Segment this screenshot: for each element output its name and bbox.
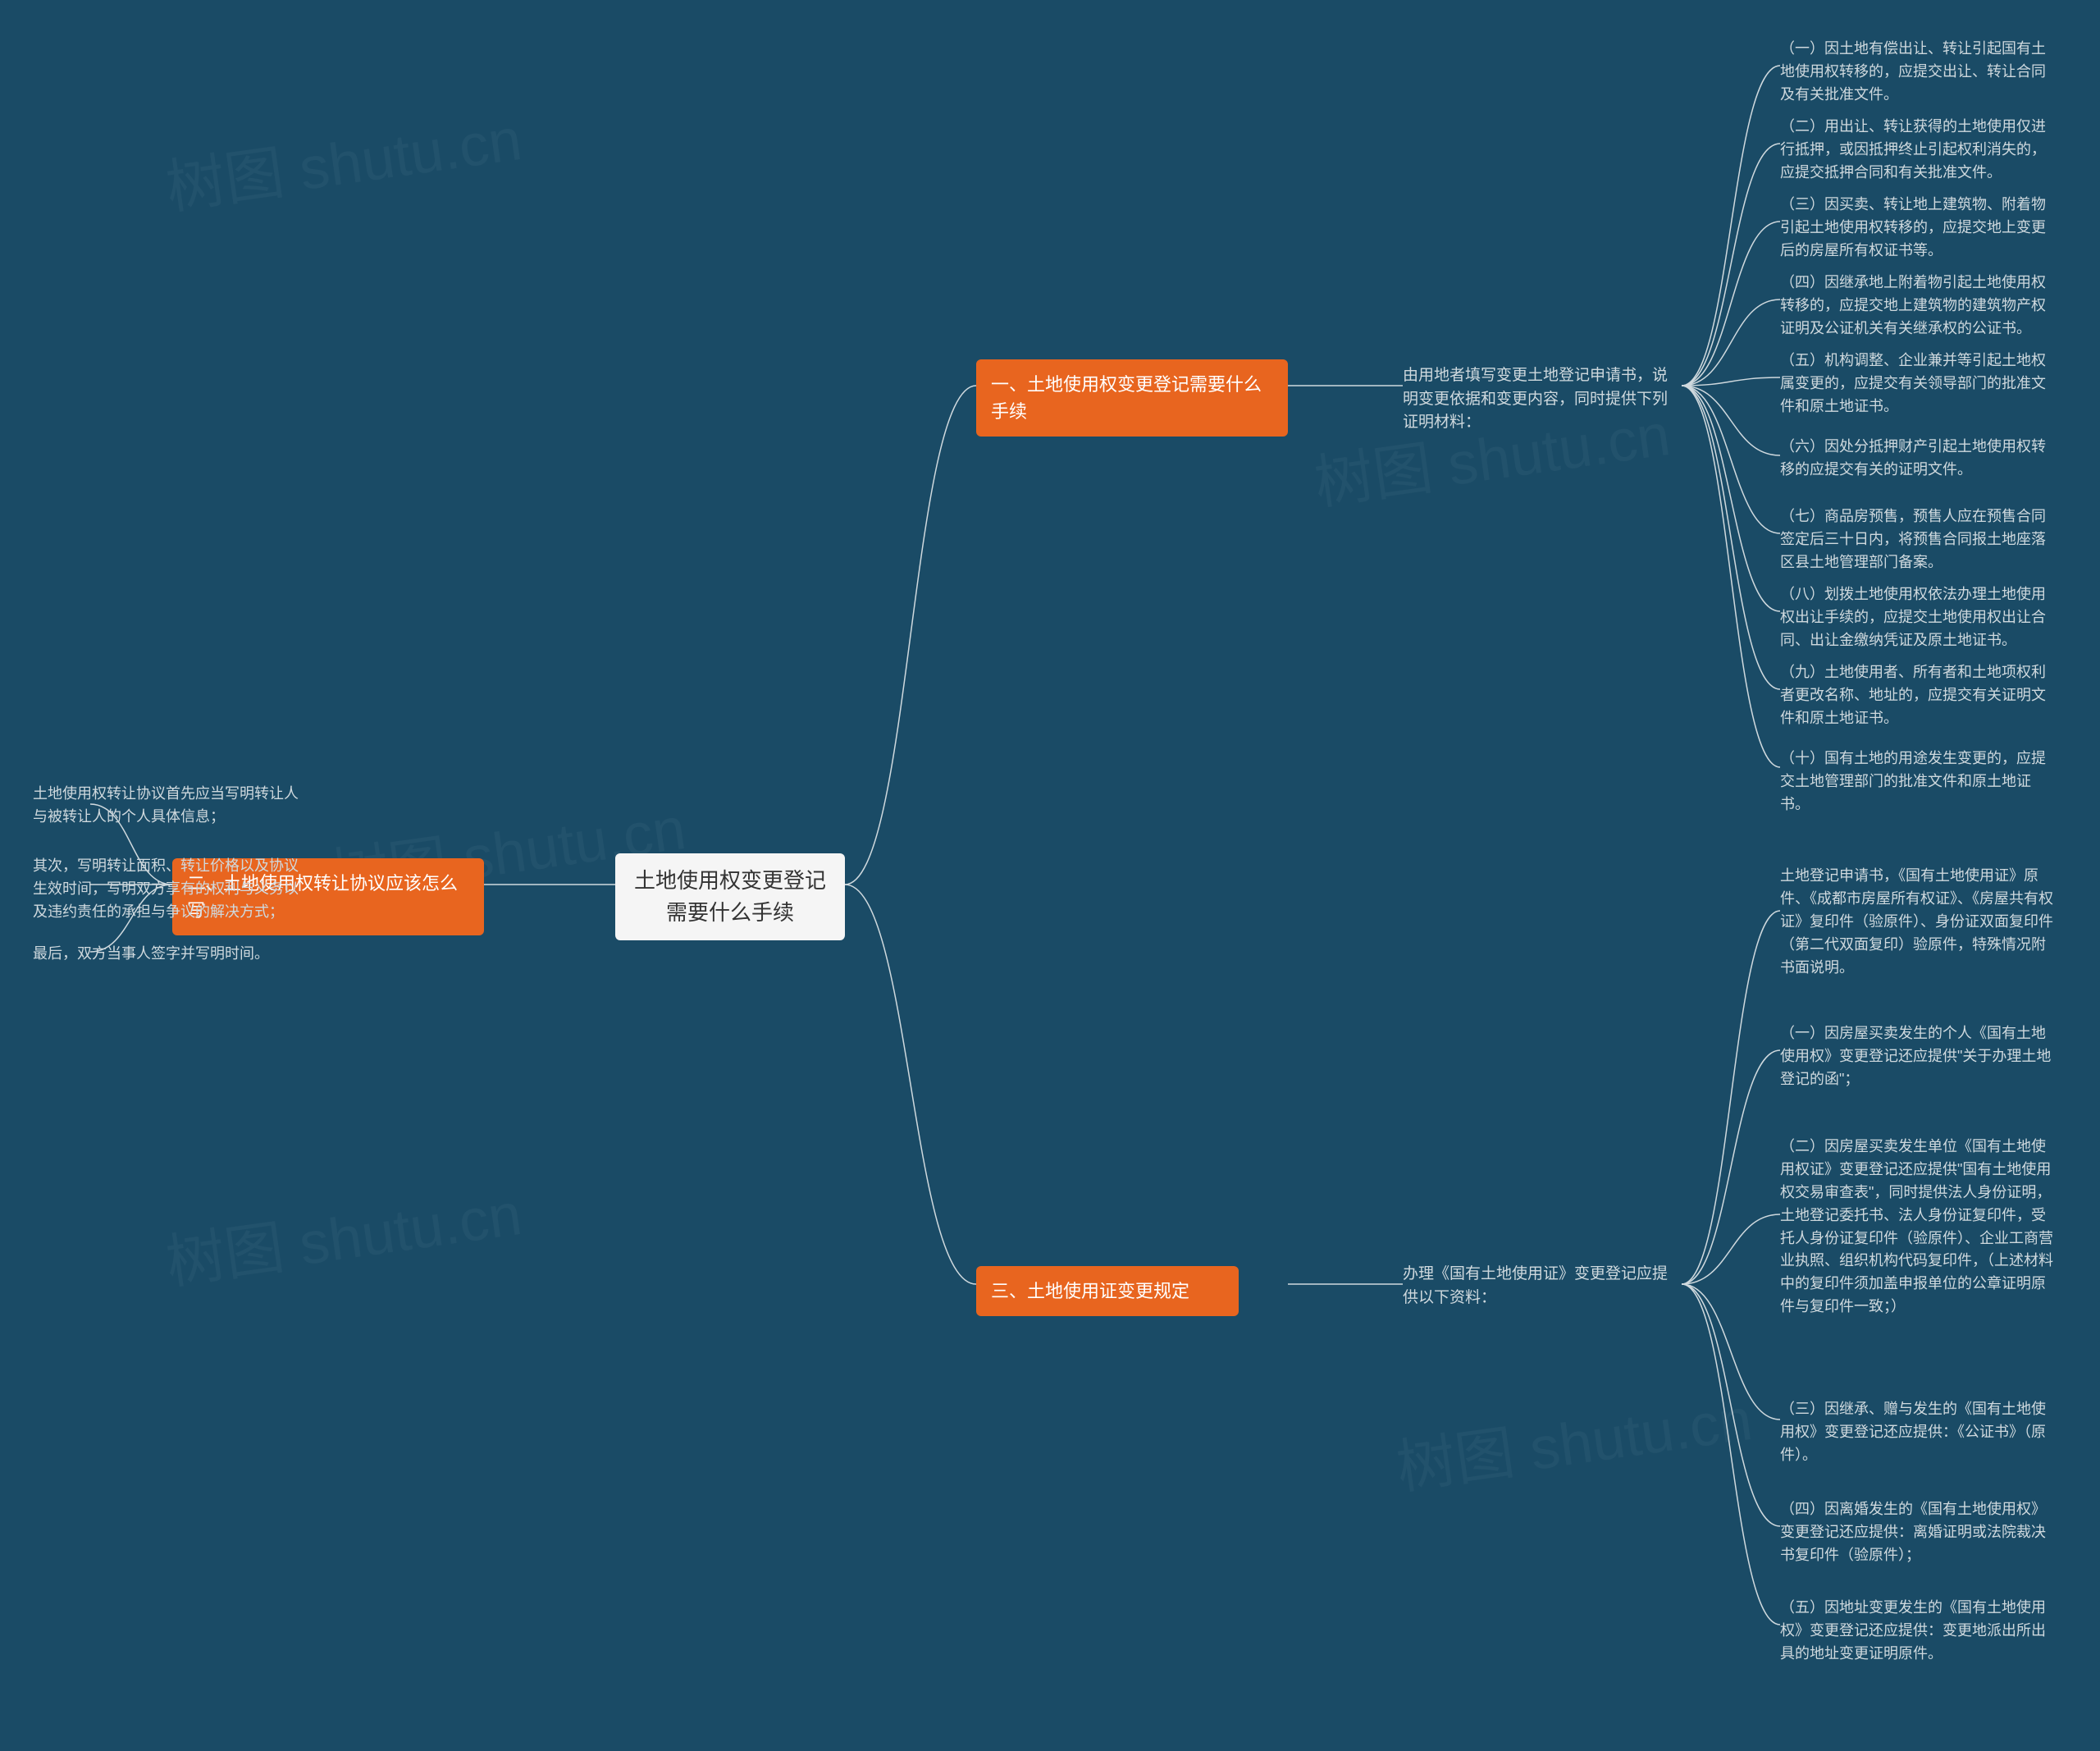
branch-3-item: （二）因房屋买卖发生单位《国有土地使用权证》变更登记还应提供"国有土地使用权交易… [1780, 1132, 2059, 1322]
branch-2-item: 其次，写明转让面积、转让价格以及协议生效时间，写明双方享有的权利与义务以及违约责… [33, 852, 304, 927]
branch-1-item: （六）因处分抵押财产引起土地使用权转移的应提交有关的证明文件。 [1780, 432, 2059, 485]
branch-3-item: （五）因地址变更发生的《国有土地使用权》变更登记还应提供：变更地派出所出具的地址… [1780, 1593, 2059, 1669]
branch-3-sub: 办理《国有土地使用证》变更登记应提供以下资料： [1403, 1258, 1682, 1314]
branch-1-sub: 由用地者填写变更土地登记申请书，说明变更依据和变更内容，同时提供下列证明材料： [1403, 359, 1682, 440]
watermark: 树图 shutu.cn [160, 90, 527, 226]
branch-1-item: （十）国有土地的用途发生变更的，应提交土地管理部门的批准文件和原土地证书。 [1780, 744, 2059, 820]
branch-3-item: （一）因房屋买卖发生的个人《国有土地使用权》变更登记还应提供"关于办理土地登记的… [1780, 1019, 2059, 1095]
branch-2-item: 最后，双方当事人签字并写明时间。 [33, 940, 304, 969]
branch-1-item: （二）用出让、转让获得的土地使用仅进行抵押，或因抵押终止引起权利消失的，应提交抵… [1780, 112, 2059, 188]
branch-3: 三、土地使用证变更规定 [976, 1266, 1239, 1316]
branch-3-item: 土地登记申请书，《国有土地使用证》原件、《成都市房屋所有权证》、《房屋共有权证》… [1780, 862, 2059, 982]
branch-1-item: （四）因继承地上附着物引起土地使用权转移的，应提交地上建筑物的建筑物产权证明及公… [1780, 268, 2059, 344]
branch-1-item: （七）商品房预售，预售人应在预售合同签定后三十日内，将预售合同报土地座落区县土地… [1780, 502, 2059, 578]
branch-1: 一、土地使用权变更登记需要什么手续 [976, 359, 1288, 437]
branch-2-item: 土地使用权转让协议首先应当写明转让人与被转让人的个人具体信息； [33, 779, 304, 832]
branch-1-item: （五）机构调整、企业兼并等引起土地权属变更的，应提交有关领导部门的批准文件和原土… [1780, 346, 2059, 422]
branch-3-item: （四）因离婚发生的《国有土地使用权》变更登记还应提供：离婚证明或法院裁决书复印件… [1780, 1495, 2059, 1570]
branch-3-item: （三）因继承、赠与发生的《国有土地使用权》变更登记还应提供：《公证书》（原件）。 [1780, 1395, 2059, 1470]
watermark: 树图 shutu.cn [1390, 1370, 1757, 1506]
branch-1-item: （九）土地使用者、所有者和土地项权利者更改名称、地址的，应提交有关证明文件和原土… [1780, 658, 2059, 734]
watermark: 树图 shutu.cn [160, 1165, 527, 1301]
branch-1-item: （八）划拨土地使用权依法办理土地使用权出让手续的，应提交土地使用权出让合同、出让… [1780, 580, 2059, 656]
branch-1-item: （一）因土地有偿出让、转让引起国有土地使用权转移的，应提交出让、转让合同及有关批… [1780, 34, 2059, 110]
root-node: 土地使用权变更登记需要什么手续 [615, 853, 845, 940]
branch-1-item: （三）因买卖、转让地上建筑物、附着物引起土地使用权转移的，应提交地上变更后的房屋… [1780, 190, 2059, 266]
